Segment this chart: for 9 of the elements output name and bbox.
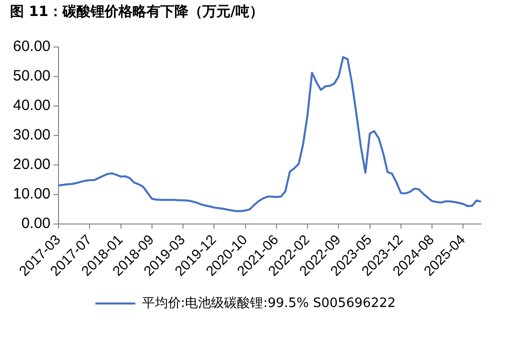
y-tick-label: 30.00 bbox=[12, 126, 51, 144]
y-tick-label: 50.00 bbox=[12, 67, 51, 84]
y-tick-label: 0.00 bbox=[21, 214, 51, 232]
y-tick-label: 20.00 bbox=[12, 156, 51, 173]
y-tick-label: 60.00 bbox=[12, 38, 51, 55]
y-tick-label: 40.00 bbox=[12, 96, 51, 114]
y-tick-label: 10.00 bbox=[12, 185, 51, 202]
legend-label: 平均价:电池级碳酸锂:99.5% S005696222 bbox=[142, 296, 396, 311]
chart-title: 图 11：碳酸锂价格略有下降（万元/吨） bbox=[10, 4, 264, 20]
